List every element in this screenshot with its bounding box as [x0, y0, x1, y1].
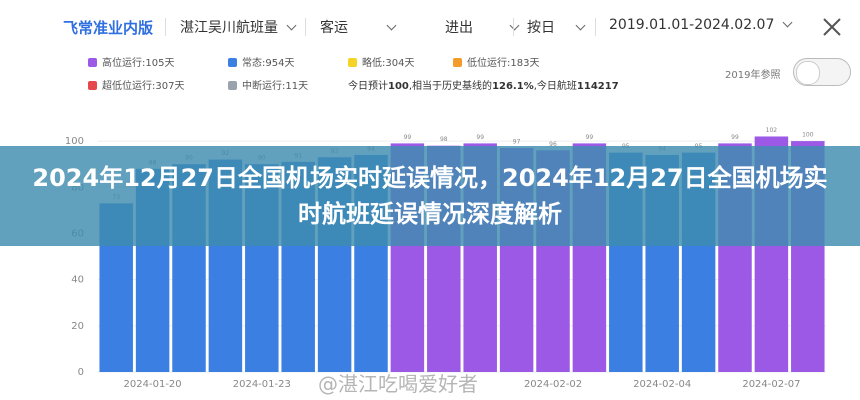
- data-label: 97: [513, 139, 521, 146]
- data-label: 99: [404, 134, 412, 141]
- filter-label: 按日: [527, 20, 555, 36]
- x-tick-label: 2024-02-02: [524, 379, 582, 390]
- x-tick-label: 2024-02-07: [742, 379, 800, 390]
- legend-label: 超低位运行:307天: [102, 81, 185, 92]
- x-tick-label: 2024-02-04: [633, 379, 691, 390]
- app-title: 飞常准业内版: [63, 19, 154, 37]
- divider: [595, 18, 596, 36]
- filter-label: 客运: [320, 20, 348, 36]
- legend-swatch: [453, 58, 462, 67]
- y-tick-label: 20: [71, 321, 84, 332]
- banner-title: 2024年12月27日全国机场实时延误情况，2024年12月27日全国机场实时航…: [32, 164, 828, 228]
- legend-swatch: [228, 81, 237, 90]
- y-tick-label: 100: [65, 136, 84, 147]
- summary-value: 114217: [576, 81, 619, 92]
- filter[interactable]: 客运: [320, 17, 397, 37]
- data-label: 96: [549, 141, 557, 148]
- y-tick-label: 0: [78, 367, 84, 378]
- divider: [513, 18, 514, 36]
- summary: 今日预计100,相当于历史基线的126.1%,今日航班114217: [348, 77, 619, 92]
- legend-label: 略低:304天: [362, 58, 415, 69]
- data-label: 102: [766, 127, 778, 134]
- filter[interactable]: 湛江吴川航班量: [180, 17, 297, 37]
- legend-item[interactable]: 超低位运行:307天: [88, 77, 184, 92]
- toggle-label: 2019年参照: [725, 70, 781, 81]
- data-label: 99: [476, 134, 484, 141]
- filter[interactable]: 2019.01.01-2024.02.07: [609, 17, 793, 33]
- filter-label: 进出: [445, 20, 473, 36]
- toggle[interactable]: [793, 58, 851, 86]
- x-tick-label: 2024-01-23: [233, 379, 291, 390]
- x-tick-label: 2024-01-20: [124, 379, 182, 390]
- banner: 2024年12月27日全国机场实时延误情况，2024年12月27日全国机场实时航…: [0, 146, 860, 246]
- watermark: @湛江吃喝爱好者: [318, 372, 478, 396]
- close-button[interactable]: [822, 17, 842, 37]
- legend-swatch: [228, 58, 237, 67]
- legend-label: 中断运行:11天: [242, 81, 309, 92]
- summary-text: ,今日航班: [533, 81, 577, 92]
- data-label: 99: [731, 134, 739, 141]
- divider: [165, 18, 166, 36]
- legend-label: 低位运行:183天: [467, 58, 540, 69]
- legend-swatch: [88, 58, 97, 67]
- legend-item[interactable]: 低位运行:183天: [453, 54, 539, 69]
- summary-value: 100: [388, 81, 409, 92]
- filter-label: 湛江吴川航班量: [180, 20, 278, 36]
- summary-value: 126.1%: [492, 81, 534, 92]
- legend-swatch: [348, 58, 357, 67]
- legend-item[interactable]: 略低:304天: [348, 54, 414, 69]
- divider: [305, 18, 306, 36]
- summary-text: 今日预计: [348, 81, 388, 92]
- legend-label: 常态:954天: [242, 58, 295, 69]
- data-label: 99: [586, 134, 594, 141]
- y-tick-label: 40: [71, 275, 84, 286]
- data-label: 100: [802, 132, 814, 139]
- data-label: 98: [440, 136, 448, 143]
- filter-label: 2019.01.01-2024.02.07: [609, 17, 775, 33]
- legend-label: 高位运行:105天: [102, 58, 175, 69]
- summary-text: ,相当于历史基线的: [408, 81, 493, 92]
- legend-swatch: [88, 81, 97, 90]
- filter[interactable]: 进出: [445, 17, 520, 37]
- legend-item[interactable]: 高位运行:105天: [88, 54, 174, 69]
- filter[interactable]: 按日: [527, 17, 586, 37]
- legend-item[interactable]: 中断运行:11天: [228, 77, 308, 92]
- legend-item[interactable]: 常态:954天: [228, 54, 294, 69]
- toggle-knob: [796, 61, 820, 85]
